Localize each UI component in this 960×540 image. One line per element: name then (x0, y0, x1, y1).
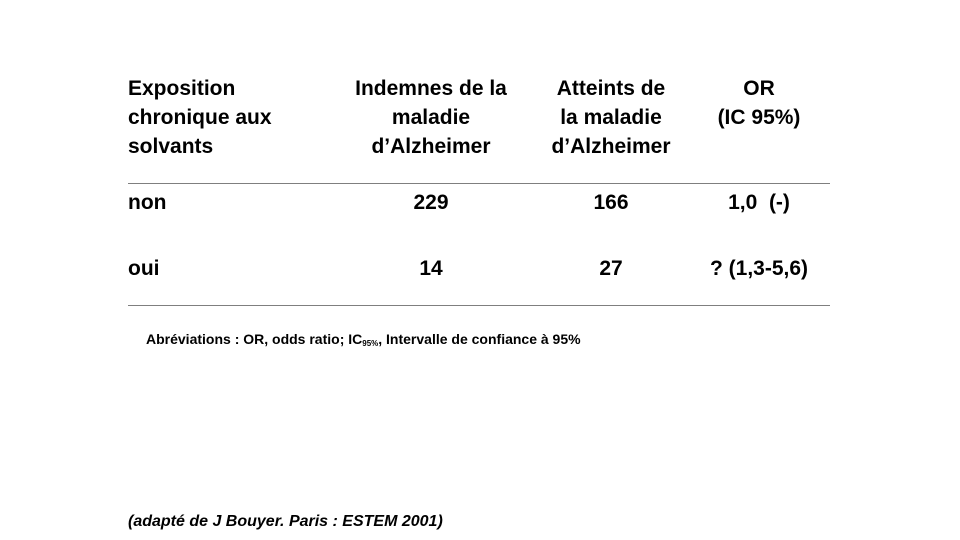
header-line: chronique aux (128, 106, 272, 129)
cell-atteints: 27 (534, 254, 688, 306)
note-subscript: 95% (362, 339, 379, 348)
header-line: la maladie (560, 106, 662, 129)
results-table: Exposition chronique aux solvants Indemn… (128, 74, 830, 306)
source-citation: (adapté de J Bouyer. Paris : ESTEM 2001) (128, 513, 443, 530)
cell-label: non (128, 191, 167, 214)
header-or: OR (IC 95%) (688, 74, 830, 184)
cell-label: oui (128, 254, 328, 306)
header-line: OR (743, 77, 775, 100)
header-line: d’Alzheimer (551, 135, 671, 158)
cell-indemnes: 229 (413, 191, 449, 214)
cell-atteints: 166 (593, 191, 629, 214)
note-suffix: , Intervalle de confiance à 95% (378, 331, 581, 347)
header-line: solvants (128, 135, 214, 158)
cell-indemnes: 14 (328, 254, 534, 306)
header-exposition: Exposition chronique aux solvants (128, 74, 328, 184)
cell-or: ? (1,3-5,6) (688, 254, 830, 306)
abbreviations-note: Abréviations : OR, odds ratio; IC95%, In… (146, 331, 581, 348)
table-row-oui: oui 14 27 ? (1,3-5,6) (128, 254, 830, 306)
header-line: Indemnes de la (355, 77, 507, 100)
header-line: (IC 95%) (717, 106, 801, 129)
header-line: Atteints de (556, 77, 666, 100)
results-table-container: Exposition chronique aux solvants Indemn… (128, 74, 830, 306)
header-atteints: Atteints de la maladie d’Alzheimer (534, 74, 688, 184)
cell-or: 1,0 (-) (728, 191, 790, 214)
header-line: Exposition (128, 77, 236, 100)
header-line: maladie (391, 106, 471, 129)
header-line: d’Alzheimer (371, 135, 491, 158)
table-header-row: Exposition chronique aux solvants Indemn… (128, 74, 830, 184)
note-prefix: Abréviations : OR, odds ratio; IC (146, 331, 363, 347)
header-indemnes: Indemnes de la maladie d’Alzheimer (328, 74, 534, 184)
table-row-non: non 229 166 1,0 (-) (128, 184, 830, 255)
